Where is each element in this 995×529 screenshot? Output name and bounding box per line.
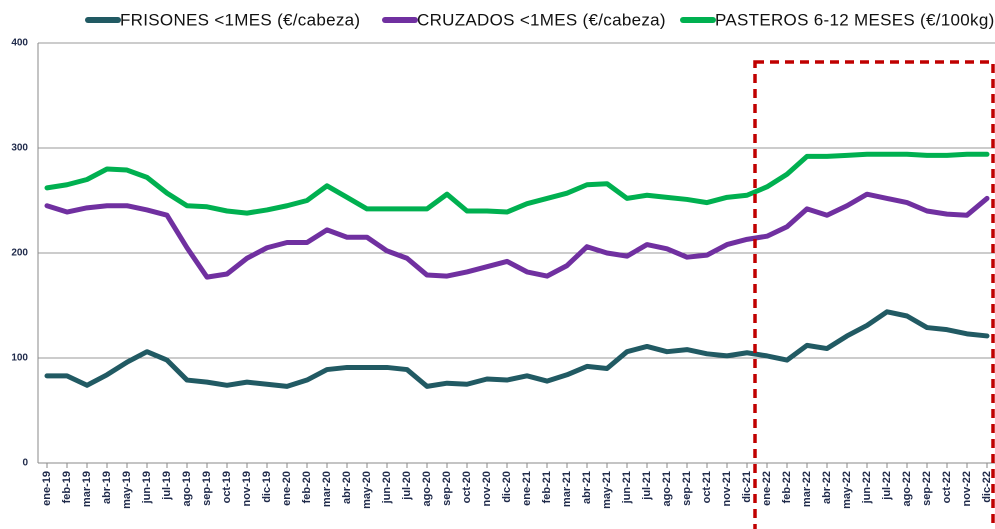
y-tick-label: 400 (11, 38, 28, 49)
x-tick-label: nov-19 (241, 471, 253, 506)
x-tick-label: ago-21 (661, 471, 673, 506)
highlight-box (753, 60, 995, 529)
x-tick-label: ago-20 (421, 471, 433, 506)
series-line (44, 191, 990, 280)
x-tick-label: mar-20 (321, 471, 333, 507)
x-tick-label: jul-21 (641, 471, 653, 501)
x-tick-label: mar-22 (801, 471, 813, 507)
x-tick-label: abr-22 (821, 471, 833, 504)
x-tick-label: sep-22 (921, 471, 933, 506)
x-tick-label: sep-20 (441, 471, 453, 506)
legend-label: PASTEROS 6-12 MESES (€/100kg) (715, 10, 995, 29)
x-tick-label: may-20 (361, 471, 373, 509)
x-tick-label: jul-19 (161, 471, 173, 501)
x-tick-label: may-22 (841, 471, 853, 509)
x-tick-label: ene-21 (521, 471, 533, 506)
x-tick-label: abr-19 (101, 471, 113, 504)
series-line (44, 309, 990, 389)
x-tick-label: mar-19 (81, 471, 93, 507)
x-tick-label: oct-22 (941, 471, 953, 503)
y-tick-label: 200 (11, 248, 28, 259)
x-tick-label: feb-20 (301, 471, 313, 503)
x-tick-label: oct-19 (221, 471, 233, 503)
y-tick-label: 300 (11, 143, 28, 154)
series-line (44, 151, 990, 216)
x-tick-label: ene-20 (281, 471, 293, 506)
x-tick-label: ene-19 (41, 471, 53, 506)
x-tick-label: dic-22 (981, 471, 993, 503)
y-tick-label: 0 (22, 458, 28, 469)
x-tick-label: may-19 (121, 471, 133, 509)
x-tick-label: may-21 (601, 471, 613, 509)
x-tick-label: dic-19 (261, 471, 273, 503)
x-tick-label: jun-19 (141, 471, 153, 504)
x-tick-label: feb-19 (61, 471, 73, 503)
x-tick-label: sep-21 (681, 471, 693, 506)
x-tick-label: sep-19 (201, 471, 213, 506)
x-tick-label: nov-21 (721, 471, 733, 506)
y-tick-label: 100 (11, 353, 28, 364)
x-tick-label: jun-21 (621, 471, 633, 504)
x-tick-label: abr-21 (581, 471, 593, 504)
legend-label: CRUZADOS <1MES (€/cabeza) (417, 10, 666, 29)
x-tick-label: abr-20 (341, 471, 353, 504)
x-tick-label: jun-20 (381, 471, 393, 504)
x-tick-label: oct-20 (461, 471, 473, 503)
x-tick-label: ago-19 (181, 471, 193, 506)
x-tick-label: mar-21 (561, 471, 573, 507)
x-tick-label: ene-22 (761, 471, 773, 506)
x-tick-label: nov-20 (481, 471, 493, 506)
x-tick-label: jun-22 (861, 471, 873, 504)
x-tick-label: dic-20 (501, 471, 513, 503)
x-tick-label: jul-20 (401, 471, 413, 501)
x-tick-label: ago-22 (901, 471, 913, 506)
x-tick-label: nov-22 (961, 471, 973, 506)
x-tick-label: jul-22 (881, 471, 893, 501)
legend-label: FRISONES <1MES (€/cabeza) (120, 10, 360, 29)
x-tick-label: feb-21 (541, 471, 553, 503)
x-tick-label: oct-21 (701, 471, 713, 503)
x-tick-label: dic-21 (741, 471, 753, 503)
x-tick-label: feb-22 (781, 471, 793, 503)
